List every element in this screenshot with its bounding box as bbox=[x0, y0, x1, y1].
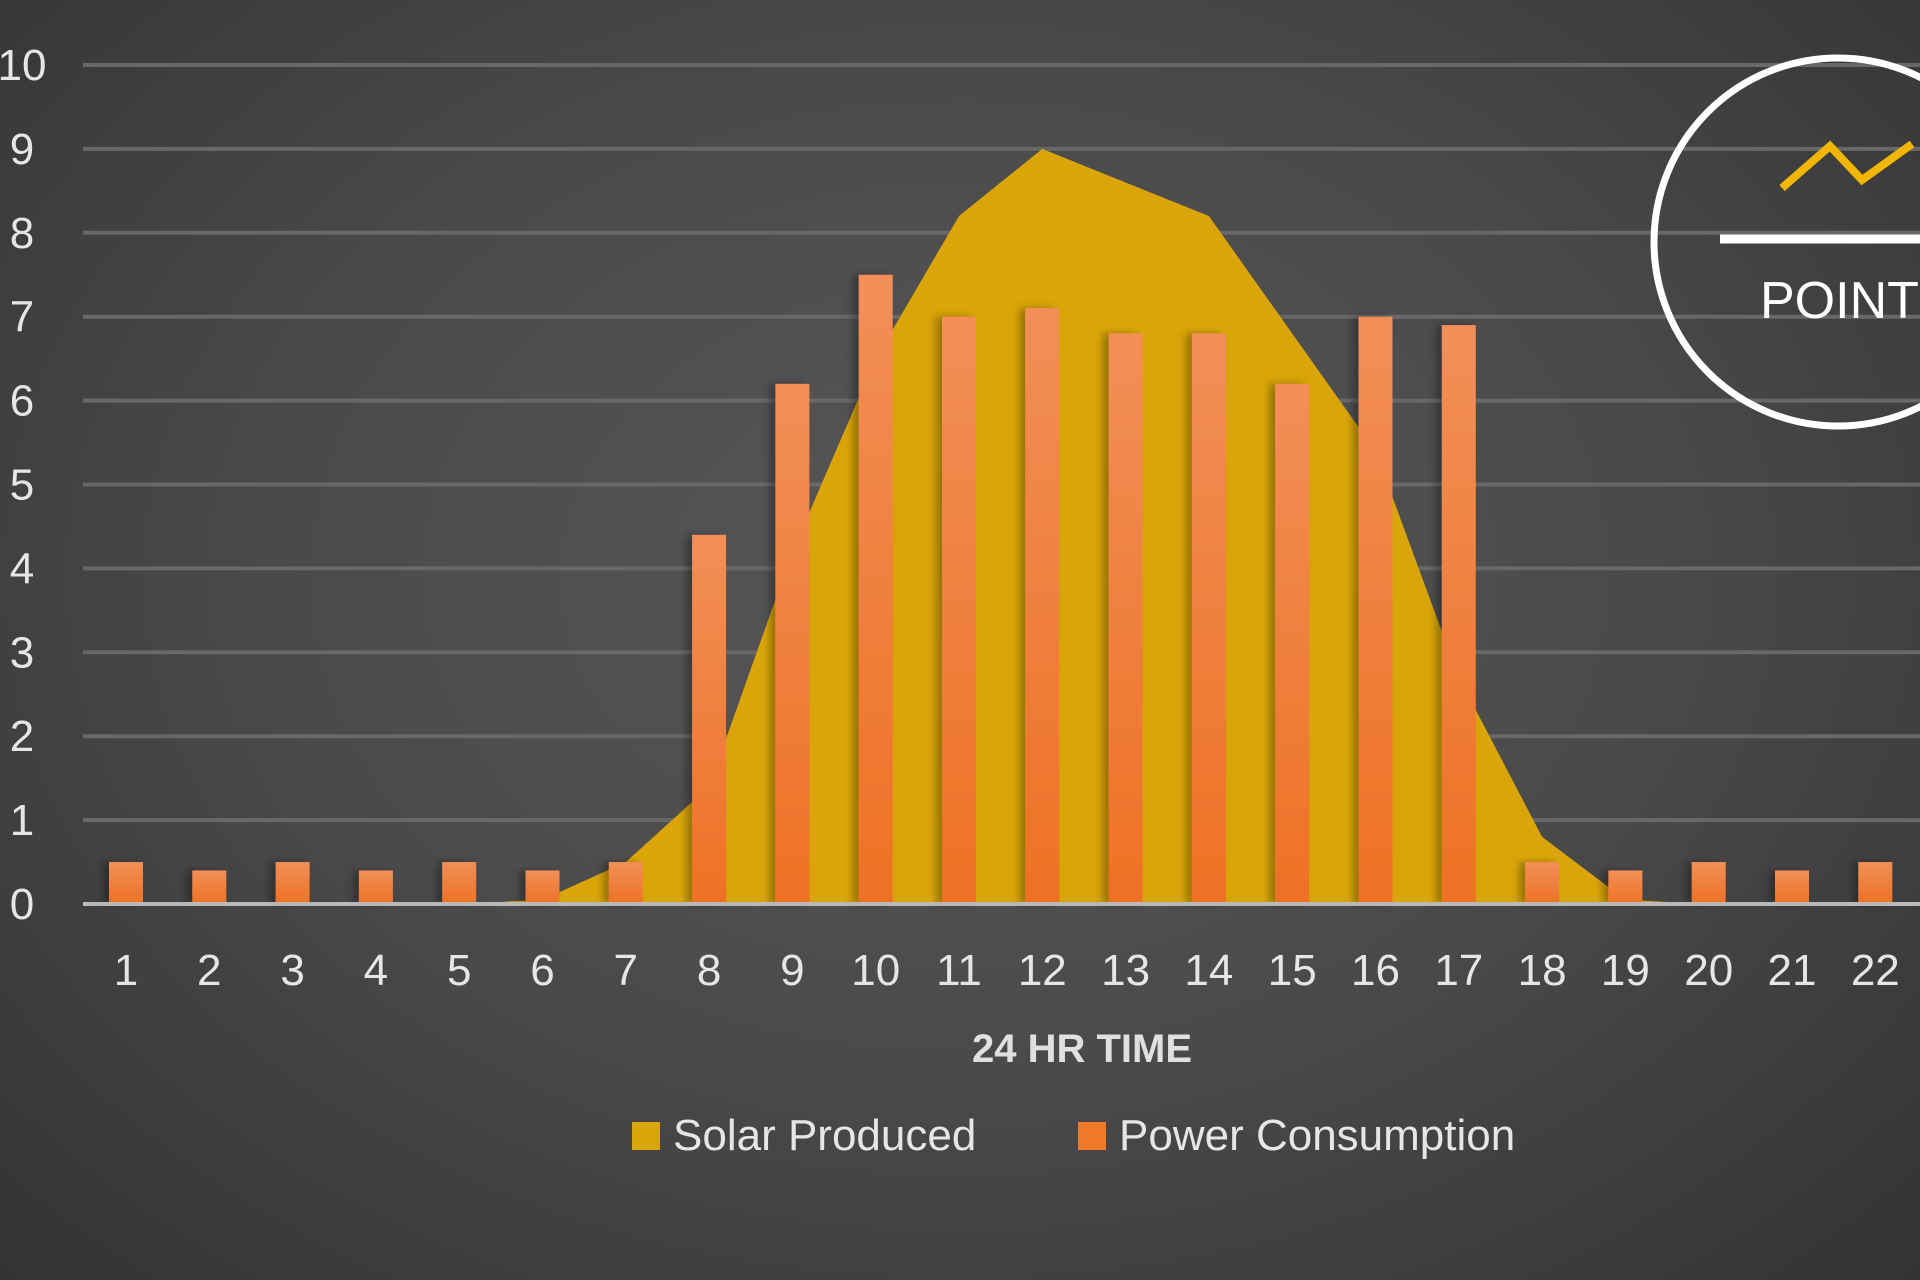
x-tick-label: 2 bbox=[197, 946, 221, 995]
y-tick-label: 8 bbox=[10, 209, 34, 258]
bar-power-hour-16 bbox=[1358, 316, 1393, 904]
x-tick-label: 15 bbox=[1268, 946, 1317, 995]
bar-power-hour-17 bbox=[1441, 325, 1476, 905]
bar-power-hour-8 bbox=[692, 534, 727, 904]
line-chart-zigzag-icon bbox=[1779, 140, 1915, 192]
x-tick-label: 13 bbox=[1101, 946, 1150, 995]
logo: POINT bbox=[1650, 54, 1920, 430]
legend-label-solar: Solar Produced bbox=[673, 1111, 976, 1160]
y-axis-ticks: 0 1 2 3 4 5 6 7 8 9 10 bbox=[0, 41, 46, 929]
logo-circle bbox=[1650, 54, 1920, 430]
legend-swatch-solar bbox=[632, 1122, 660, 1150]
x-tick-label: 17 bbox=[1434, 946, 1483, 995]
y-tick-label: 4 bbox=[10, 544, 34, 593]
legend-swatch-power bbox=[1078, 1122, 1106, 1150]
bar-power-hour-20 bbox=[1691, 862, 1726, 904]
bar-power-hour-13 bbox=[1108, 333, 1143, 905]
bar-power-hour-2 bbox=[192, 870, 227, 904]
bar-power-hour-19 bbox=[1608, 870, 1643, 904]
y-tick-label: 10 bbox=[0, 41, 46, 90]
legend-item-power[interactable]: Power Consumption bbox=[1078, 1111, 1515, 1160]
x-tick-label: 6 bbox=[530, 946, 554, 995]
legend-item-solar[interactable]: Solar Produced bbox=[632, 1111, 976, 1160]
bar-power-hour-9 bbox=[775, 383, 810, 904]
legend-label-power: Power Consumption bbox=[1119, 1111, 1515, 1160]
bar-power-hour-4 bbox=[358, 870, 393, 904]
bar-power-hour-22 bbox=[1858, 862, 1893, 904]
x-tick-label: 22 bbox=[1851, 946, 1900, 995]
x-tick-label: 3 bbox=[280, 946, 304, 995]
x-tick-label: 8 bbox=[697, 946, 721, 995]
y-tick-label: 9 bbox=[10, 125, 34, 174]
x-tick-label: 12 bbox=[1018, 946, 1067, 995]
y-tick-label: 3 bbox=[10, 628, 34, 677]
bar-power-hour-21 bbox=[1775, 870, 1809, 904]
y-tick-label: 6 bbox=[10, 377, 34, 426]
x-tick-label: 11 bbox=[936, 946, 982, 995]
x-tick-label: 19 bbox=[1601, 946, 1650, 995]
x-axis-ticks: 1 2 3 4 5 6 7 8 9 10 11 12 13 14 15 16 17 18 19 20 21 22 bbox=[114, 946, 1900, 995]
bars-power-consumption bbox=[109, 274, 1893, 905]
x-tick-label: 7 bbox=[614, 946, 638, 995]
x-axis-title: 24 HR TIME bbox=[972, 1027, 1192, 1071]
x-tick-label: 4 bbox=[364, 946, 388, 995]
x-tick-label: 14 bbox=[1184, 946, 1233, 995]
bar-power-hour-12 bbox=[1025, 308, 1060, 904]
legend: Solar Produced Power Consumption bbox=[632, 1111, 1515, 1160]
x-tick-label: 1 bbox=[114, 946, 138, 995]
y-tick-label: 5 bbox=[10, 461, 34, 510]
x-tick-label: 5 bbox=[447, 946, 471, 995]
bar-power-hour-7 bbox=[608, 862, 643, 904]
bar-power-hour-18 bbox=[1525, 862, 1560, 904]
bar-power-hour-15 bbox=[1275, 383, 1310, 904]
logo-text: POINT bbox=[1760, 272, 1919, 330]
y-tick-label: 7 bbox=[10, 293, 34, 342]
bar-power-hour-14 bbox=[1191, 333, 1226, 905]
x-tick-label: 16 bbox=[1351, 946, 1400, 995]
bar-power-hour-5 bbox=[442, 862, 477, 904]
x-tick-label: 18 bbox=[1518, 946, 1567, 995]
y-tick-label: 1 bbox=[10, 796, 34, 845]
bar-power-hour-1 bbox=[109, 862, 143, 904]
bar-power-hour-3 bbox=[275, 862, 310, 904]
area-solar-produced bbox=[459, 148, 1709, 904]
x-tick-label: 21 bbox=[1768, 946, 1817, 995]
y-tick-label: 0 bbox=[10, 880, 34, 929]
x-tick-label: 10 bbox=[851, 946, 900, 995]
bar-power-hour-11 bbox=[942, 316, 976, 904]
x-tick-label: 20 bbox=[1684, 946, 1733, 995]
x-tick-label: 9 bbox=[780, 946, 804, 995]
bar-power-hour-6 bbox=[525, 870, 560, 904]
y-tick-label: 2 bbox=[10, 712, 34, 761]
bar-power-hour-10 bbox=[858, 274, 893, 904]
